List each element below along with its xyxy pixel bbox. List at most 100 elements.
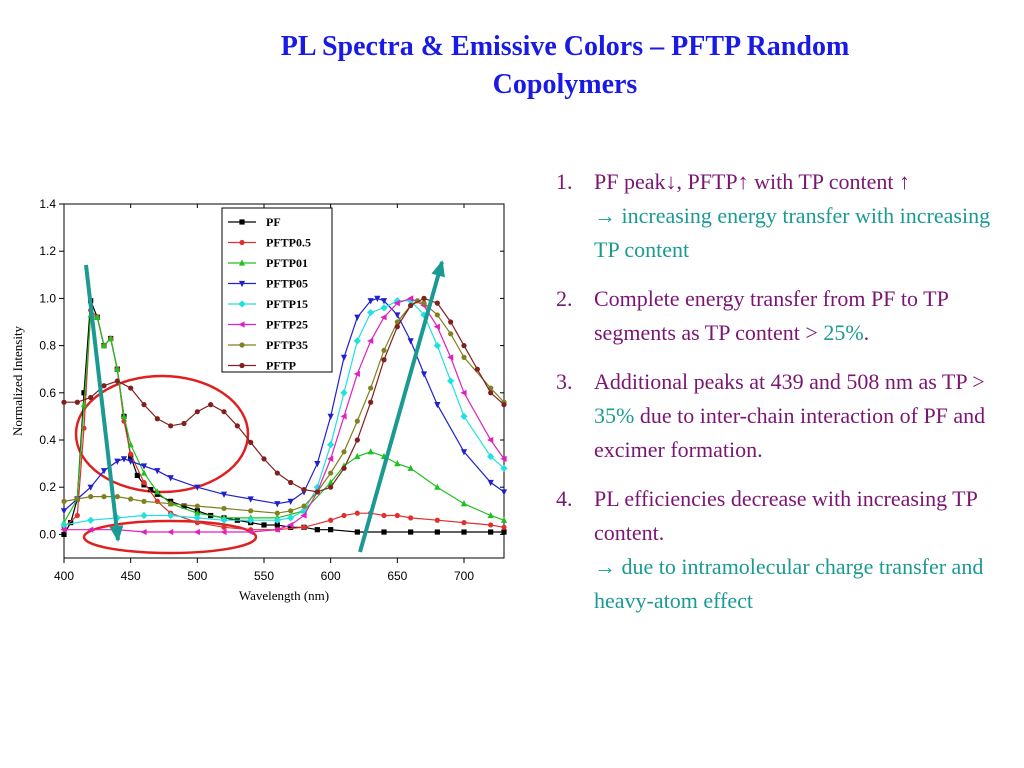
data-point (434, 300, 440, 306)
data-point (354, 529, 360, 535)
data-point (148, 486, 154, 493)
data-point (461, 343, 467, 349)
data-point (328, 484, 334, 490)
data-point (87, 484, 94, 491)
data-point (501, 402, 507, 408)
highlight-ellipse (74, 374, 250, 494)
data-point (488, 390, 494, 396)
data-point (181, 420, 187, 427)
data-point (114, 458, 121, 465)
bullet-text-end: . (863, 320, 870, 345)
data-point (194, 503, 200, 509)
data-point (193, 514, 201, 522)
data-point (327, 455, 334, 462)
data-point (141, 498, 147, 504)
data-point (301, 503, 307, 509)
data-point (354, 437, 360, 443)
legend-label: PFTP35 (266, 338, 308, 352)
data-point (461, 520, 467, 526)
data-point (354, 452, 361, 460)
bullet-text: PL efficiencies decrease with increasing… (594, 486, 978, 545)
data-point (128, 496, 134, 502)
upward-arrow (358, 260, 445, 553)
data-point (501, 529, 507, 535)
bullet-subtext: → increasing energy transfer with increa… (594, 203, 991, 262)
data-point (380, 314, 387, 321)
data-point (327, 478, 334, 486)
data-point (239, 239, 245, 246)
data-point (247, 528, 254, 536)
slide-title: PL Spectra & Emissive Colors – PFTP Rand… (130, 28, 1000, 104)
bullet-subtext: → due to intramolecular charge transfer … (594, 554, 984, 613)
data-point (168, 501, 174, 507)
data-point (341, 512, 347, 519)
data-point (487, 479, 494, 487)
slide-title-line-2: Copolymers (492, 69, 638, 100)
x-tick-label: 400 (54, 569, 74, 583)
data-point (114, 494, 120, 500)
data-point (420, 371, 428, 378)
data-point (394, 319, 400, 325)
slide-title-line-1: PL Spectra & Emissive Colors – PFTP Rand… (280, 31, 850, 62)
data-point (127, 441, 134, 448)
x-tick-label: 650 (387, 569, 407, 583)
bullet-item-3: 3. Additional peaks at 439 and 508 nm as… (556, 365, 1006, 467)
data-point (288, 524, 294, 530)
data-point (140, 511, 148, 520)
data-point (74, 399, 80, 405)
data-point (367, 298, 374, 305)
data-point (488, 522, 494, 528)
data-point (487, 511, 494, 519)
data-point (248, 508, 254, 514)
data-point (60, 526, 67, 533)
data-point (327, 413, 334, 420)
data-point (407, 295, 414, 302)
data-point (274, 522, 280, 528)
data-point (87, 526, 94, 533)
data-point (68, 520, 74, 526)
data-point (154, 488, 161, 495)
bullet-highlight: 25% (823, 320, 864, 345)
data-point (168, 423, 174, 429)
data-point (461, 529, 467, 535)
data-point (460, 449, 468, 456)
data-point (221, 505, 227, 512)
data-point (234, 423, 240, 429)
data-point (488, 529, 494, 535)
series-pftp15 (60, 297, 508, 529)
x-tick-label: 500 (187, 569, 207, 583)
data-point (381, 357, 387, 363)
data-point (141, 402, 147, 408)
data-point (140, 463, 148, 470)
data-point (500, 455, 507, 462)
bullet-list: 1. PF peak↓, PFTP↑ with TP content ↑ → i… (556, 165, 1006, 633)
data-point (221, 409, 227, 415)
y-tick-label: 0.2 (39, 480, 56, 494)
data-point (340, 354, 348, 361)
plot-frame (63, 203, 505, 559)
data-point (340, 389, 348, 397)
bullet-number: 1. (556, 169, 573, 194)
arrow-head (431, 260, 445, 278)
data-point (88, 394, 94, 401)
bullet-number: 3. (556, 369, 573, 394)
data-point (380, 298, 388, 305)
data-point (273, 516, 281, 524)
data-point (128, 451, 134, 457)
data-point (394, 312, 401, 319)
data-point (447, 354, 454, 361)
data-point (407, 464, 414, 471)
data-point (487, 436, 494, 444)
data-point (220, 491, 228, 498)
data-point (421, 300, 427, 306)
data-point (408, 529, 414, 535)
data-point (460, 500, 468, 507)
series-pftp25 (60, 295, 507, 536)
data-point (394, 460, 401, 467)
data-point (167, 528, 174, 536)
data-point (460, 389, 467, 396)
data-point (140, 469, 148, 476)
data-point (87, 516, 95, 524)
bullet-text: PF peak↓, PFTP↑ with TP content ↑ (594, 169, 910, 194)
data-point (328, 470, 334, 476)
